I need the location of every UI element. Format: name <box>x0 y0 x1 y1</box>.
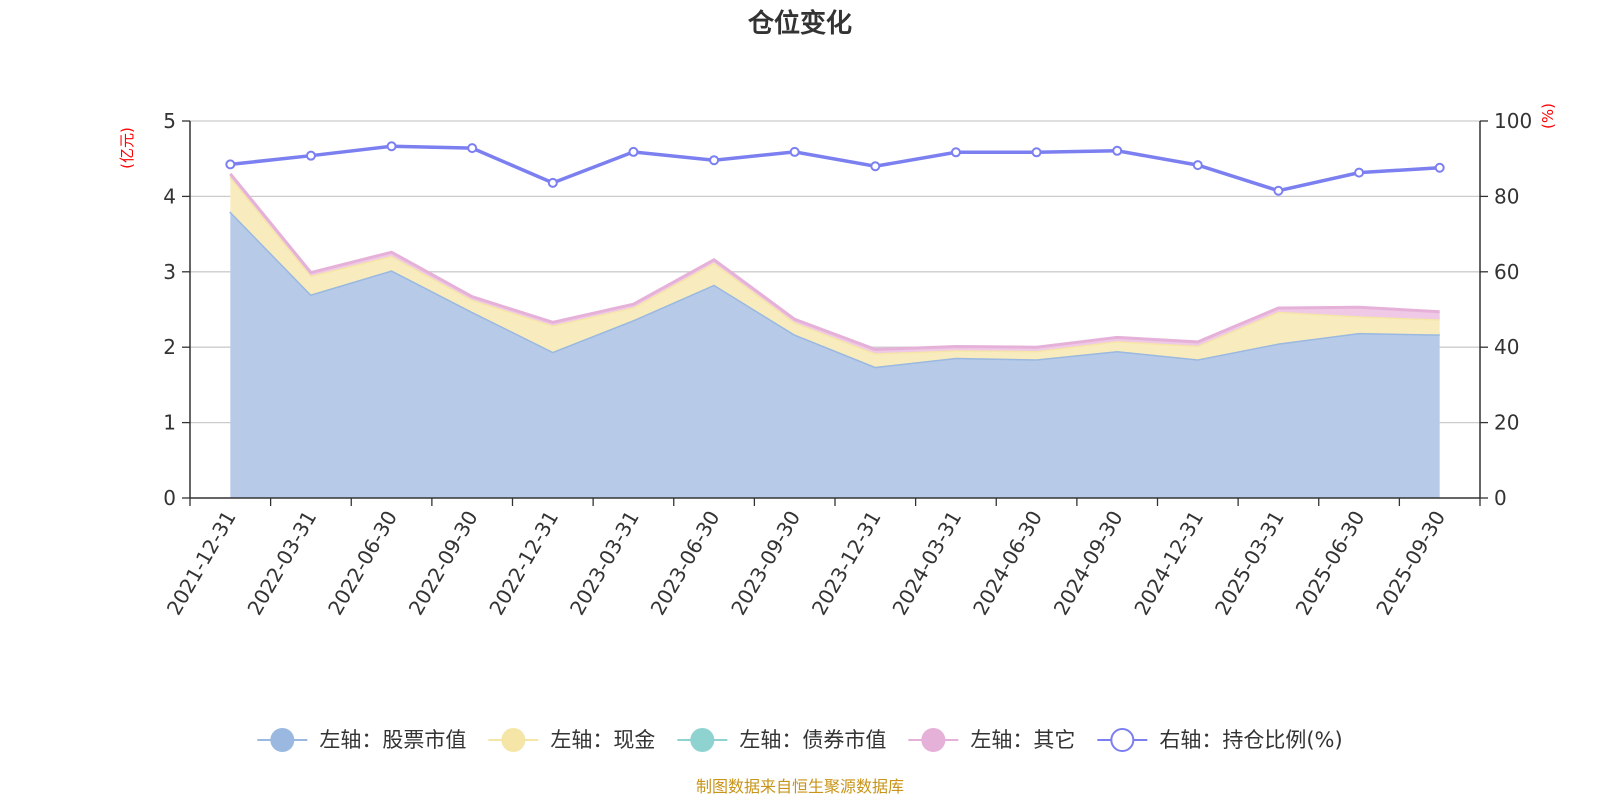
area-series <box>229 172 1440 499</box>
legend-label: 左轴：债券市值 <box>739 728 886 752</box>
x-axis-tick-label: 2023-12-31 <box>807 507 886 620</box>
x-axis-tick-label: 2022-12-31 <box>484 507 563 620</box>
holding-ratio-point <box>1192 160 1203 171</box>
area-0 <box>230 211 1440 499</box>
legend-marker <box>921 728 946 752</box>
x-axis-tick-label: 2021-12-31 <box>162 507 241 620</box>
x-axis-tick-label: 2025-03-31 <box>1210 507 1289 620</box>
holding-ratio-point <box>628 146 639 157</box>
holding-ratio-point <box>386 141 397 152</box>
holding-ratio-point <box>1354 167 1365 178</box>
x-axis-tick-label: 2024-09-30 <box>1049 507 1128 620</box>
x-axis-tick-label: 2022-03-31 <box>242 507 321 620</box>
left-axis-tick-label: 2 <box>163 335 176 359</box>
x-axis-tick-label: 2024-12-31 <box>1129 507 1208 620</box>
left-axis-tick-label: 4 <box>163 184 176 208</box>
holding-ratio-line <box>230 144 1440 193</box>
holding-ratio-point <box>789 146 800 157</box>
holding-ratio-point <box>1434 162 1445 173</box>
holding-ratio-point <box>467 143 478 154</box>
legend-item: 左轴：股票市值 <box>257 728 466 752</box>
right-axis-tick-label: 40 <box>1494 335 1519 359</box>
legend-item: 左轴：债券市值 <box>677 728 886 752</box>
x-axis-tick-label: 2023-09-30 <box>726 507 805 620</box>
legend-marker <box>270 728 295 752</box>
x-axis-tick-label: 2022-06-30 <box>323 507 402 620</box>
right-axis-unit: (%) <box>1539 103 1557 129</box>
holding-ratio-point <box>225 159 236 170</box>
holding-ratio-point <box>1273 185 1284 196</box>
holding-ratio-point <box>950 147 961 158</box>
legend-marker <box>690 728 715 752</box>
holding-ratio-point <box>547 177 558 188</box>
line-series <box>225 141 1445 196</box>
legend-label: 右轴：持仓比例(%) <box>1159 728 1342 752</box>
left-axis-unit: (亿元) <box>118 127 136 169</box>
legend-item: 左轴：其它 <box>908 728 1075 752</box>
right-axis-tick-label: 20 <box>1494 411 1519 435</box>
x-axis-tick-label: 2025-09-30 <box>1371 507 1450 620</box>
x-axis-tick-label: 2022-09-30 <box>404 507 483 620</box>
legend-label: 左轴：现金 <box>550 728 655 752</box>
x-axis-tick-label: 2024-06-30 <box>968 507 1047 620</box>
x-axis-tick-label: 2023-03-31 <box>565 507 644 620</box>
right-axis-tick-label: 100 <box>1494 109 1532 133</box>
left-axis-tick-label: 1 <box>163 411 176 435</box>
holding-ratio-point <box>1031 147 1042 158</box>
holding-ratio-point <box>709 155 720 166</box>
left-axis-tick-label: 0 <box>163 486 176 510</box>
legend-label: 左轴：股票市值 <box>319 728 466 752</box>
area-line-3 <box>229 172 1440 351</box>
legend: 左轴：股票市值 左轴：现金 左轴：债券市值 左轴：其它 右轴：持仓比例(%) <box>257 728 1343 752</box>
right-axis-tick-label: 80 <box>1494 184 1519 208</box>
holding-ratio-point <box>305 150 316 161</box>
legend-item: 左轴：现金 <box>488 728 655 752</box>
left-axis-tick-label: 5 <box>163 109 176 133</box>
legend-marker <box>1110 728 1135 752</box>
x-axis-tick-label: 2024-03-31 <box>887 507 966 620</box>
data-source-note: 制图数据来自恒生聚源数据库 <box>696 777 904 796</box>
legend-item: 右轴：持仓比例(%) <box>1097 728 1343 752</box>
holding-ratio-point <box>870 161 881 172</box>
x-axis-tick-label: 2023-06-30 <box>645 507 724 620</box>
chart-title: 仓位变化 <box>747 8 852 39</box>
holding-ratio-point <box>1112 145 1123 156</box>
right-axis-tick-label: 0 <box>1494 486 1507 510</box>
legend-marker <box>501 728 526 752</box>
right-axis-tick-label: 60 <box>1494 260 1519 284</box>
left-axis-tick-label: 3 <box>163 260 176 284</box>
x-axis-tick-label: 2025-06-30 <box>1290 507 1369 620</box>
legend-label: 左轴：其它 <box>970 728 1075 752</box>
